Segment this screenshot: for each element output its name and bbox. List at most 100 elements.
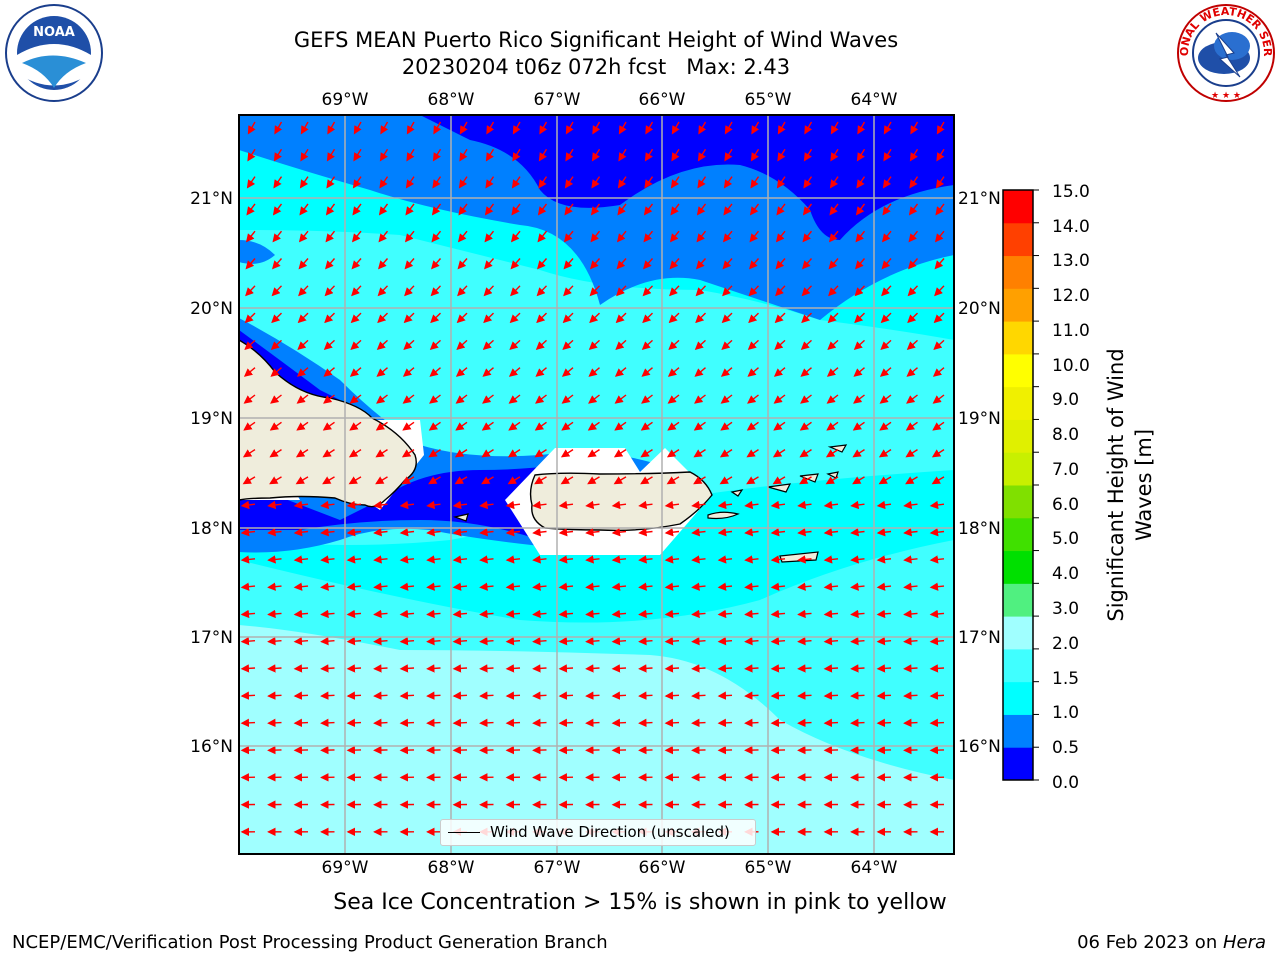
wind-wave-arrow [697,176,707,189]
wind-wave-arrow [270,367,282,377]
wind-wave-arrow [744,582,759,591]
colorbar [1002,189,1039,781]
wind-wave-arrow [245,230,256,243]
wind-wave-arrow [587,449,600,458]
wind-wave-arrow [638,609,653,619]
wind-wave-arrow [585,500,600,510]
wind-wave-arrow [906,367,918,377]
wind-wave-arrow [349,367,362,377]
wind-wave-arrow [668,312,680,324]
wind-wave-arrow [855,230,866,243]
wind-wave-arrow [664,664,680,673]
wind-wave-arrow [615,339,627,351]
virgin-islands [730,444,848,563]
lat-labels-right: 21°N 20°N 19°N 18°N 17°N 16°N [958,189,1001,757]
wind-wave-arrow [691,582,706,591]
colorbar-tick: 4.0 [1052,564,1079,584]
wind-wave-arrow [293,636,309,646]
wind-wave-arrow [585,718,600,728]
wind-wave-arrow [458,176,468,189]
wind-wave-arrow [532,636,547,646]
wind-wave-arrow [643,230,654,243]
wind-wave-arrow [320,582,335,591]
wind-wave-arrow [482,339,494,351]
wind-wave-arrow [511,176,521,189]
wind-wave-arrow [537,203,548,216]
puerto-rico-land [529,471,713,532]
wind-wave-arrow [240,691,256,700]
wind-wave-arrow [616,258,627,270]
wind-wave-arrow [246,176,256,189]
wind-wave-arrow [240,664,256,673]
wind-wave-arrow [402,394,415,404]
wind-wave-arrow [426,691,441,700]
wind-wave-arrow [823,609,839,619]
wind-wave-arrow [320,609,335,619]
wind-wave-arrow [558,500,574,510]
wind-wave-arrow [401,476,415,485]
wind-wave-arrow [691,664,706,673]
wind-wave-arrow [691,555,706,564]
wind-wave-arrow [269,421,282,431]
wind-wave-arrow [797,609,812,619]
wind-wave-arrow [909,148,919,162]
wind-wave-arrow [642,285,654,297]
wind-wave-arrow [666,449,680,458]
wind-wave-arrow [510,258,521,270]
wind-wave-arrow [934,258,945,270]
lon-label: 69°W [322,90,369,110]
wind-wave-arrow [538,176,548,189]
wind-wave-arrow [565,121,574,135]
wind-wave-arrow [823,555,839,564]
wind-wave-arrow [611,691,627,700]
wind-wave-arrow [378,258,389,270]
wind-wave-arrow [929,691,945,700]
wind-wave-arrow [373,555,388,564]
wind-wave-arrow [431,258,442,270]
wind-wave-arrow [456,312,468,324]
wind-wave-arrow [720,421,733,431]
wind-wave-arrow [879,421,892,431]
wind-wave-arrow [267,528,282,537]
wind-wave-arrow [320,528,335,537]
wind-wave-arrow [717,718,733,728]
wind-wave-arrow [854,285,866,297]
lon-labels-top: 69°W 68°W 67°W 66°W 65°W 64°W [322,90,898,110]
wind-wave-arrow [645,121,654,135]
wind-wave-arrow [664,528,680,537]
colorbar-segment [1003,714,1033,748]
wind-wave-arrow [324,285,336,297]
wind-wave-arrow [320,555,335,564]
wind-wave-arrow [243,421,256,431]
wind-wave-arrow [325,203,336,216]
wind-wave-arrow [770,691,786,700]
wind-wave-arrow [694,367,706,377]
wind-wave-arrow [611,636,627,646]
colorbar-tick: 12.0 [1052,286,1090,306]
wind-wave-arrow [691,718,706,728]
wind-wave-arrow [558,609,574,619]
wind-wave-arrow [272,258,283,270]
wind-wave-arrow [399,691,415,700]
wind-wave-arrow [664,500,680,510]
wind-wave-arrow [691,609,706,619]
wind-wave-arrow [698,121,707,135]
wind-wave-arrow [511,203,521,216]
wind-wave-arrow [267,609,282,619]
wind-wave-arrow [878,449,892,458]
legend-line-swatch [448,832,480,833]
wind-wave-arrow [721,339,733,351]
wind-wave-arrow [776,176,786,189]
lat-label: 21°N [190,189,233,209]
wind-wave-arrow [269,449,282,458]
wind-wave-arrow [296,394,309,404]
lat-label: 21°N [958,189,1001,209]
wind-wave-arrow [298,258,309,270]
wind-wave-arrow [380,121,389,135]
wind-wave-arrow [505,500,521,510]
wind-wave-arrow [772,476,786,485]
wind-wave-arrow [320,636,335,646]
wind-wave-arrow [611,664,627,673]
wind-wave-arrow [240,609,256,619]
wind-wave-arrow [614,421,627,431]
